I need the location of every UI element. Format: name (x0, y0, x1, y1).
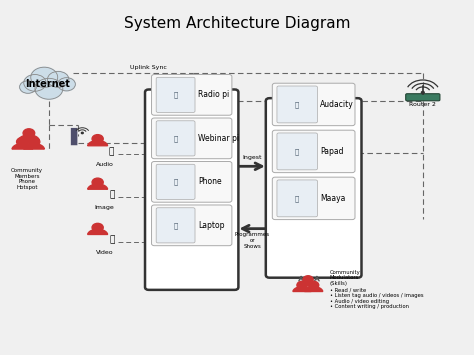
Text: Hyperlocal/MeshSync: Hyperlocal/MeshSync (278, 93, 337, 98)
Text: Webinar pi: Webinar pi (198, 134, 239, 143)
Circle shape (23, 129, 35, 137)
Text: 🌀: 🌀 (295, 148, 299, 155)
Text: Programmes
or
Shows: Programmes or Shows (235, 232, 270, 249)
Text: Audio: Audio (96, 162, 114, 167)
Text: Router 2: Router 2 (410, 102, 436, 107)
Circle shape (47, 71, 69, 87)
Text: 🎤: 🎤 (109, 147, 114, 156)
Text: 🎥: 🎥 (110, 235, 115, 244)
Text: Phone: Phone (198, 178, 221, 186)
Circle shape (19, 81, 36, 93)
FancyBboxPatch shape (266, 98, 362, 278)
Polygon shape (88, 141, 108, 146)
Circle shape (31, 67, 58, 87)
FancyBboxPatch shape (176, 94, 210, 101)
Circle shape (191, 92, 194, 94)
Circle shape (297, 281, 307, 289)
Text: ▌: ▌ (70, 127, 83, 145)
Circle shape (17, 137, 28, 146)
Text: System Architecture Diagram: System Architecture Diagram (124, 16, 350, 31)
FancyBboxPatch shape (156, 121, 195, 156)
Polygon shape (88, 184, 108, 189)
FancyBboxPatch shape (152, 118, 232, 159)
Circle shape (92, 223, 103, 232)
FancyBboxPatch shape (156, 208, 195, 243)
Text: Ingest: Ingest (242, 155, 262, 160)
FancyBboxPatch shape (406, 94, 440, 101)
FancyBboxPatch shape (152, 205, 232, 246)
FancyBboxPatch shape (277, 133, 318, 170)
FancyBboxPatch shape (272, 177, 355, 220)
Polygon shape (304, 287, 323, 291)
Text: 🎬: 🎬 (295, 195, 299, 202)
Polygon shape (293, 287, 311, 291)
Circle shape (82, 132, 83, 134)
Text: Papad: Papad (320, 147, 344, 156)
Text: Radio pi: Radio pi (198, 91, 229, 99)
Circle shape (35, 78, 63, 99)
Text: Router 1: Router 1 (180, 102, 206, 107)
FancyBboxPatch shape (145, 89, 238, 290)
Text: Maaya: Maaya (320, 194, 346, 203)
Circle shape (24, 75, 46, 91)
FancyBboxPatch shape (272, 83, 355, 126)
Circle shape (28, 137, 40, 146)
Text: 🎧: 🎧 (173, 92, 178, 98)
FancyBboxPatch shape (277, 180, 318, 217)
Text: Link: Link (198, 119, 210, 124)
Text: Video: Video (96, 250, 113, 255)
Circle shape (421, 92, 424, 94)
FancyBboxPatch shape (277, 86, 318, 123)
Text: Community
Members
Phone
Hotspot: Community Members Phone Hotspot (11, 168, 43, 190)
Circle shape (303, 276, 313, 283)
Text: Internet: Internet (25, 78, 70, 88)
Polygon shape (88, 229, 108, 234)
Text: 📱: 📱 (173, 179, 178, 185)
Circle shape (309, 281, 319, 289)
Text: Community
Modulators
(Skills)
• Read / write
• Listen tag audio / videos / image: Community Modulators (Skills) • Read / w… (330, 270, 424, 310)
Text: Image: Image (95, 205, 115, 210)
FancyBboxPatch shape (156, 164, 195, 200)
FancyBboxPatch shape (156, 77, 195, 113)
Text: 💬: 💬 (173, 135, 178, 142)
Circle shape (58, 78, 75, 91)
Text: Digest: Digest (302, 91, 325, 97)
Text: Uplink Sync: Uplink Sync (130, 65, 167, 70)
Text: Audacity: Audacity (320, 100, 354, 109)
Text: 🖼: 🖼 (110, 190, 115, 200)
FancyBboxPatch shape (272, 130, 355, 173)
FancyBboxPatch shape (152, 162, 232, 202)
Polygon shape (18, 135, 39, 140)
Text: Laptop: Laptop (198, 221, 224, 230)
FancyBboxPatch shape (152, 75, 232, 115)
Polygon shape (299, 281, 317, 286)
Polygon shape (24, 144, 45, 149)
Text: 💻: 💻 (173, 222, 178, 229)
Text: 🎧: 🎧 (295, 101, 299, 108)
Circle shape (92, 135, 103, 143)
Polygon shape (12, 144, 33, 149)
Circle shape (92, 178, 103, 186)
